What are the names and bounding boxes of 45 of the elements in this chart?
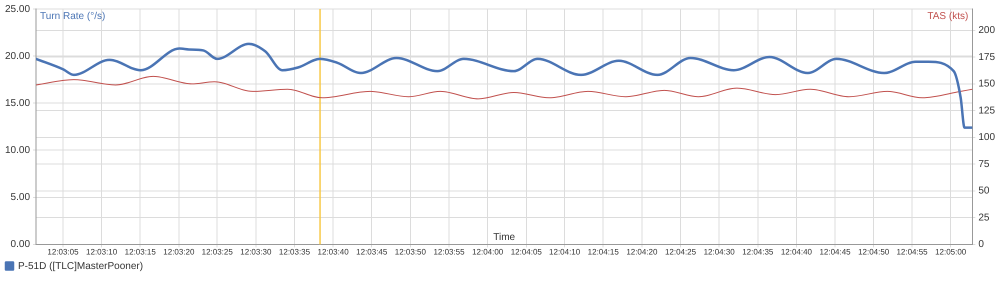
- y2-tick-label: 100: [978, 132, 996, 144]
- x-tick-label: 12:03:15: [124, 247, 156, 256]
- y-tick-label: 15.00: [4, 98, 30, 109]
- y2-tick-label: 150: [978, 78, 996, 90]
- x-tick-label: 12:04:05: [510, 247, 542, 256]
- legend-label: P-51D ([TLC]MasterPooner): [18, 260, 144, 272]
- x-tick-label: 12:03:25: [202, 247, 234, 256]
- x-tick-label: 12:04:15: [588, 247, 620, 256]
- y-tick-label: 10.00: [4, 144, 30, 156]
- x-tick-label: 12:03:50: [394, 247, 426, 256]
- y2-tick-label: 50: [978, 186, 990, 197]
- y-tick-label: 20.00: [4, 50, 30, 62]
- y2-tick-label: 25: [978, 212, 990, 224]
- x-tick-label: 12:04:10: [549, 247, 581, 256]
- x-tick-label: 12:03:30: [240, 247, 272, 256]
- x-tick-label: 12:03:40: [318, 247, 350, 256]
- x-tick-label: 12:03:10: [86, 247, 118, 256]
- x-tick-label: 12:04:40: [780, 247, 813, 256]
- x-tick-label: 12:03:45: [356, 247, 388, 256]
- x-tick-label: 12:04:25: [664, 247, 697, 256]
- y-tick-label: 25.00: [4, 4, 30, 15]
- y-tick-label: 5.00: [10, 192, 30, 204]
- x-tick-label: 12:04:20: [626, 247, 658, 256]
- x-tick-label: 12:03:20: [163, 247, 195, 256]
- x-axis-title: Time: [493, 232, 516, 244]
- line-series: [36, 42, 972, 129]
- y2-axis-title: TAS (kts): [927, 10, 968, 22]
- y2-tick-label: 175: [978, 52, 996, 63]
- y2-tick-label: 200: [978, 25, 996, 36]
- line-series: [36, 76, 972, 100]
- x-tick-label: 12:04:45: [819, 247, 852, 256]
- y-tick-label: 0.00: [10, 239, 30, 250]
- x-tick-label: 12:03:05: [47, 247, 80, 256]
- x-tick-label: 12:04:00: [472, 247, 504, 256]
- x-tick-label: 12:04:30: [704, 247, 736, 256]
- x-tick-label: 12:03:55: [433, 247, 466, 256]
- y2-tick-label: 0: [978, 239, 984, 250]
- x-tick-label: 12:04:55: [896, 247, 928, 256]
- x-tick-label: 12:04:50: [858, 247, 890, 256]
- y-axis-title: Turn Rate (°/s): [40, 10, 106, 22]
- y2-tick-label: 75: [978, 158, 990, 170]
- x-tick-label: 12:03:35: [278, 247, 311, 256]
- y2-tick-label: 125: [978, 105, 996, 116]
- x-tick-label: 12:04:35: [742, 247, 774, 256]
- x-tick-label: 12:05:00: [935, 247, 967, 256]
